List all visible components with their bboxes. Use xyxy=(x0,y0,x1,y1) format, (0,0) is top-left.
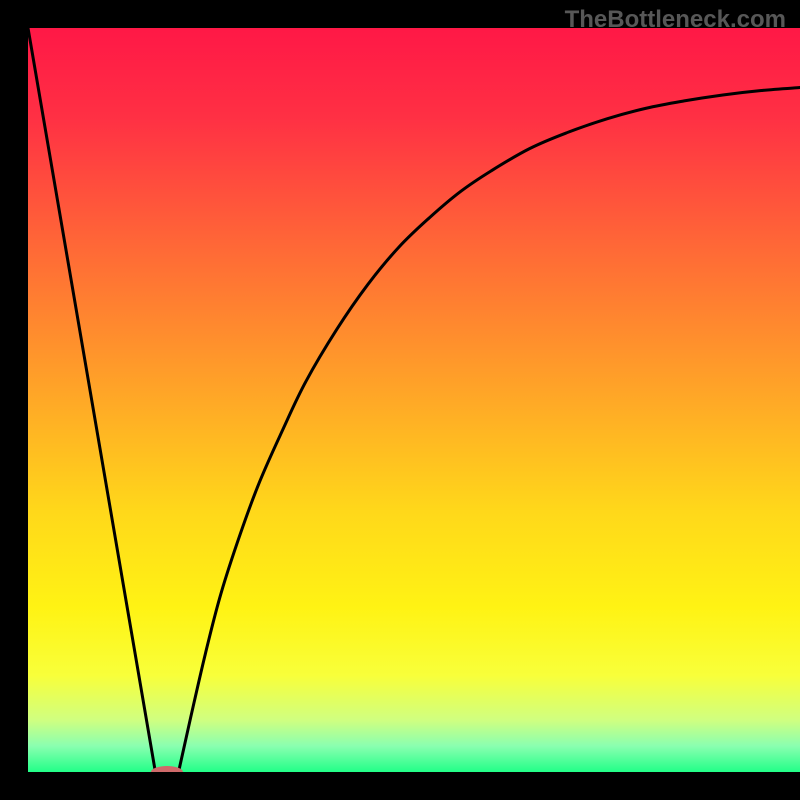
watermark-text: TheBottleneck.com xyxy=(565,6,786,34)
plot-svg xyxy=(28,28,800,772)
chart-outer: TheBottleneck.com xyxy=(0,0,800,800)
gradient-background xyxy=(28,28,800,772)
plot-area xyxy=(28,28,800,772)
